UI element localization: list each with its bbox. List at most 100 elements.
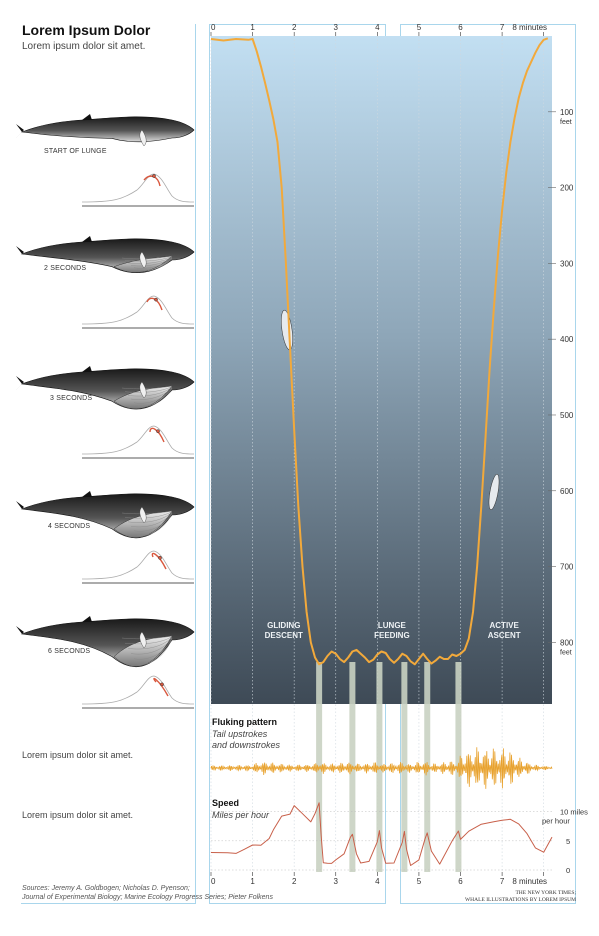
throat-pleat xyxy=(127,511,173,523)
whale-dorsal-fin xyxy=(82,114,92,120)
sources-line-1: Sources: Jeremy A. Goldbogen; Nicholas D… xyxy=(22,885,190,892)
speed-x-tick-label: 5 xyxy=(417,877,422,886)
x-tick-label-top: 1 xyxy=(250,23,255,32)
sea-background xyxy=(211,36,552,704)
whale-dorsal-fin xyxy=(82,616,92,622)
y-tick-label: 600 xyxy=(560,487,574,496)
fluking-series-line xyxy=(210,747,553,789)
throat-pleat xyxy=(121,635,173,640)
phase-label: DESCENT xyxy=(265,631,303,640)
speed-y-tick-label: 0 xyxy=(566,866,570,875)
whale-body xyxy=(20,238,195,274)
whale-body xyxy=(20,618,195,668)
phase-label: GLIDING xyxy=(267,621,300,630)
phase-label: ASCENT xyxy=(488,631,521,640)
whale-flipper xyxy=(139,381,147,399)
y-tick-label: 400 xyxy=(560,335,574,344)
whale-flipper xyxy=(139,506,147,524)
phase-label: ACTIVE xyxy=(490,621,520,630)
whale-flipper xyxy=(139,251,147,269)
mini-lunge-segment xyxy=(153,677,169,697)
throat-pleat xyxy=(136,388,173,408)
ascending-whale-icon xyxy=(488,474,500,510)
whale-dorsal-fin xyxy=(82,491,92,497)
throat-pleat xyxy=(127,636,173,650)
y-tick-unit: feet xyxy=(560,649,572,656)
throat-pleat xyxy=(124,636,173,645)
whale-caption: 4 SECONDS xyxy=(48,523,91,530)
throat-pleat xyxy=(127,386,173,397)
x-tick-label-top: 2 xyxy=(292,23,297,32)
x-tick-label-top: 4 xyxy=(375,23,380,32)
whale-icon xyxy=(16,366,195,410)
throat-pleat xyxy=(136,638,173,665)
whale-caption: 3 SECONDS xyxy=(50,395,93,402)
mini-dive-chart xyxy=(81,425,195,459)
mini-dive-line xyxy=(81,425,195,455)
speed-x-tick-label: 8 minutes xyxy=(512,877,547,886)
mini-position-dot xyxy=(156,429,160,434)
side-note-fluking: Lorem ipsum dolor sit amet. xyxy=(22,750,134,760)
x-tick-label-top: 3 xyxy=(334,23,339,32)
whale-caption: 6 SECONDS xyxy=(48,648,91,655)
mini-position-dot xyxy=(160,682,164,687)
y-tick-unit: feet xyxy=(560,119,572,126)
throat-pleat xyxy=(124,511,173,519)
mini-dive-line xyxy=(81,675,195,705)
speed-x-tick-label: 4 xyxy=(375,877,380,886)
throat-pleat xyxy=(127,256,173,264)
mini-lunge-segment xyxy=(149,427,165,443)
mini-dive-chart xyxy=(81,295,195,329)
speed-x-tick-label: 7 xyxy=(500,877,505,886)
mini-lunge-segment xyxy=(151,552,167,570)
speed-y-tick-unit: per hour xyxy=(542,817,570,826)
speed-x-tick-label: 3 xyxy=(334,877,339,886)
throat-pleat xyxy=(136,258,173,271)
y-tick-label: 500 xyxy=(560,411,574,420)
whale-caption: START OF LUNGE xyxy=(44,148,107,155)
mini-dive-line xyxy=(81,173,195,203)
page-subtitle: Lorem ipsum dolor sit amet. xyxy=(22,41,146,52)
phase-label: FEEDING xyxy=(374,631,410,640)
throat-pleat xyxy=(124,256,173,262)
side-note-speed: Lorem ipsum dolor sit amet. xyxy=(22,810,134,820)
mini-position-dot xyxy=(154,297,158,302)
phase-label: LUNGE xyxy=(378,621,407,630)
mini-dive-chart xyxy=(81,550,195,584)
mini-dive-chart xyxy=(81,173,195,207)
mini-lunge-segment xyxy=(146,297,163,311)
mini-lunge-segment xyxy=(143,175,161,187)
x-tick-label-top: 8 minutes xyxy=(512,23,547,32)
y-tick-label: 200 xyxy=(560,184,574,193)
whale-fluke xyxy=(16,124,24,138)
mini-dive-chart xyxy=(81,675,195,709)
throat-pleat xyxy=(133,257,173,269)
whale-icon xyxy=(16,236,195,274)
throat-pleat xyxy=(130,637,173,655)
speed-y-tick-label: 10 miles xyxy=(560,808,588,817)
sources-line-2: Journal of Experimental Biology; Marine … xyxy=(22,894,273,901)
whale-caption: 2 SECONDS xyxy=(44,265,87,272)
speed-subtitle: Miles per hour xyxy=(212,810,270,820)
speed-x-tick-label: 1 xyxy=(250,877,255,886)
whale-flipper xyxy=(139,129,147,147)
throat-pleat xyxy=(130,387,173,400)
throat-pleat xyxy=(121,510,173,515)
speed-x-tick-label: 0 xyxy=(211,877,216,886)
whale-dorsal-fin xyxy=(82,366,92,372)
fluking-subtitle-2: and downstrokes xyxy=(212,740,281,750)
throat-pleat xyxy=(130,257,173,267)
y-tick-label: 300 xyxy=(560,259,574,268)
throat-pleat xyxy=(121,255,173,260)
speed-x-tick-label: 6 xyxy=(458,877,463,886)
fluking-subtitle-1: Tail upstrokes xyxy=(212,729,268,739)
whale-icon xyxy=(16,491,195,539)
page-title: Lorem Ipsum Dolor xyxy=(22,22,151,38)
whale-flipper xyxy=(139,631,147,649)
throat-pleat xyxy=(136,513,173,536)
whale-icon xyxy=(16,616,195,668)
y-tick-label: 800 xyxy=(560,638,574,647)
speed-series-line xyxy=(210,802,553,866)
y-tick-label: 700 xyxy=(560,563,574,572)
